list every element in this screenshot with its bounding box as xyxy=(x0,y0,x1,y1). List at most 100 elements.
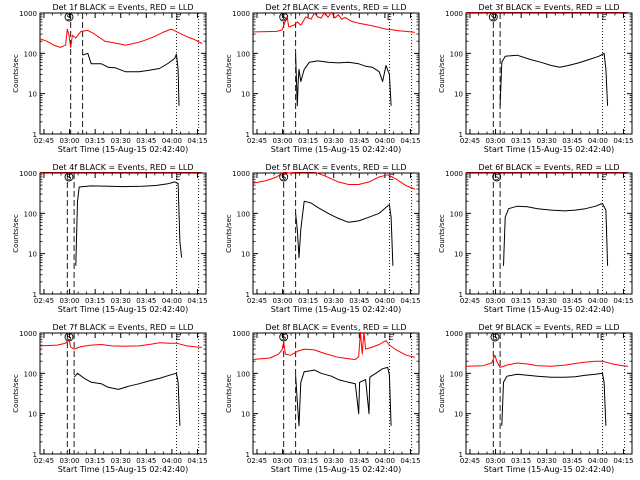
start-marker-circle xyxy=(64,12,74,22)
x-tick-label: 03:30 xyxy=(324,297,344,305)
series-line-lld xyxy=(40,28,203,48)
start-marker-circle xyxy=(492,172,502,182)
y-tick-label: 1 xyxy=(33,451,37,459)
plot-frame xyxy=(465,332,633,455)
start-marker-circle xyxy=(279,12,289,22)
x-axis-label: Start Time (15-Aug-15 02:42:40) xyxy=(271,465,402,474)
y-tick-label: 10 xyxy=(28,251,37,259)
y-axis-label: Counts/sec xyxy=(12,214,20,253)
x-tick-label: 03:00 xyxy=(485,297,505,305)
panel-title: Det 7f BLACK = Events, RED = LLD xyxy=(52,323,193,332)
start-marker-label: S xyxy=(491,13,496,22)
x-axis-label: Start Time (15-Aug-15 02:42:40) xyxy=(58,305,189,314)
y-tick-label: 1 xyxy=(459,291,463,299)
x-axis-label: Start Time (15-Aug-15 02:42:40) xyxy=(58,465,189,474)
series-line-events xyxy=(501,372,607,426)
plot-frame xyxy=(465,12,633,135)
y-axis-label: Counts/sec xyxy=(12,374,20,413)
x-tick-label: 03:00 xyxy=(485,137,505,145)
x-tick-label: 04:00 xyxy=(375,297,395,305)
start-marker-circle xyxy=(279,332,289,342)
x-tick-label: 03:00 xyxy=(59,297,79,305)
series-line-events xyxy=(73,372,181,426)
x-tick-label: 03:45 xyxy=(136,297,156,305)
x-axis-label: Start Time (15-Aug-15 02:42:40) xyxy=(271,145,402,154)
y-tick-label: 1 xyxy=(33,131,37,139)
y-axis-label: Counts/sec xyxy=(438,214,446,253)
x-tick-label: 02:45 xyxy=(460,297,480,305)
start-marker-label: S xyxy=(66,173,71,182)
y-tick-label: 10 xyxy=(241,411,250,419)
y-axis-label: Counts/sec xyxy=(225,214,233,253)
y-tick-label: 1 xyxy=(246,291,250,299)
y-tick-label: 1 xyxy=(459,131,463,139)
x-tick-label: 03:30 xyxy=(111,457,131,465)
y-tick-label: 100 xyxy=(450,370,463,378)
x-axis-label: Start Time (15-Aug-15 02:42:40) xyxy=(484,145,615,154)
end-marker-label: E xyxy=(602,13,607,22)
panel-det-5: Det 5f BLACK = Events, RED = LLD 1 10 100 10… xyxy=(225,163,421,314)
panel-title: Det 9f BLACK = Events, RED = LLD xyxy=(478,323,619,332)
series-group xyxy=(40,28,203,106)
x-tick-label: 04:15 xyxy=(400,457,420,465)
x-tick-label: 03:45 xyxy=(562,297,582,305)
end-marker-label: E xyxy=(176,173,181,182)
panel-det-1: Det 1f BLACK = Events, RED = LLD 1 10 100 10… xyxy=(12,3,208,154)
x-tick-label: 03:30 xyxy=(537,457,557,465)
series-line-lld xyxy=(40,338,203,350)
plot-frame xyxy=(252,332,420,455)
x-tick-label: 03:45 xyxy=(136,137,156,145)
panel-det-7: Det 7f BLACK = Events, RED = LLD 1 10 100 10… xyxy=(12,323,208,474)
x-axis-label: Start Time (15-Aug-15 02:42:40) xyxy=(484,305,615,314)
x-tick-label: 02:45 xyxy=(34,137,54,145)
series-group xyxy=(253,12,416,107)
y-axis-label: Counts/sec xyxy=(225,54,233,93)
x-tick-label: 02:45 xyxy=(247,297,267,305)
x-tick-label: 03:45 xyxy=(349,297,369,305)
y-tick-label: 100 xyxy=(24,50,37,58)
panel-title: Det 4f BLACK = Events, RED = LLD xyxy=(52,163,193,172)
x-tick-label: 04:15 xyxy=(187,297,207,305)
plot-frame xyxy=(252,172,420,295)
x-tick-label: 03:45 xyxy=(562,457,582,465)
x-tick-label: 02:45 xyxy=(247,137,267,145)
x-tick-label: 04:15 xyxy=(187,137,207,145)
start-marker-label: S xyxy=(66,13,71,22)
series-line-events xyxy=(295,366,392,427)
y-tick-label: 1000 xyxy=(445,170,463,178)
series-line-lld xyxy=(253,12,416,33)
y-tick-label: 100 xyxy=(237,50,250,58)
x-tick-label: 04:15 xyxy=(400,137,420,145)
y-tick-label: 1 xyxy=(33,291,37,299)
start-marker-label: S xyxy=(281,13,286,22)
series-group xyxy=(40,172,202,266)
start-marker-label: S xyxy=(494,173,499,182)
y-tick-label: 10 xyxy=(241,91,250,99)
panel-title: Det 2f BLACK = Events, RED = LLD xyxy=(265,3,406,12)
start-marker-label: S xyxy=(281,173,286,182)
x-tick-label: 04:00 xyxy=(375,457,395,465)
y-tick-label: 1 xyxy=(459,451,463,459)
panel-title: Det 1f BLACK = Events, RED = LLD xyxy=(52,3,193,12)
series-line-lld xyxy=(253,172,416,190)
x-tick-label: 03:30 xyxy=(111,137,131,145)
y-tick-label: 1000 xyxy=(232,10,250,18)
panel-det-8: Det 8f BLACK = Events, RED = LLD 1 10 100 10… xyxy=(225,323,421,474)
series-line-events xyxy=(499,52,609,106)
x-tick-label: 02:45 xyxy=(460,137,480,145)
y-tick-label: 100 xyxy=(24,210,37,218)
x-tick-label: 03:45 xyxy=(349,457,369,465)
series-group xyxy=(466,172,628,266)
series-line-events xyxy=(503,203,609,266)
x-tick-label: 02:45 xyxy=(34,297,54,305)
x-tick-label: 03:00 xyxy=(272,297,292,305)
panel-title: Det 6f BLACK = Events, RED = LLD xyxy=(478,163,619,172)
start-marker-label: S xyxy=(281,333,286,342)
x-tick-label: 03:15 xyxy=(511,297,531,305)
x-axis-label: Start Time (15-Aug-15 02:42:40) xyxy=(58,145,189,154)
y-tick-label: 1 xyxy=(246,131,250,139)
y-axis-label: Counts/sec xyxy=(438,374,446,413)
x-tick-label: 02:45 xyxy=(460,457,480,465)
x-tick-label: 03:00 xyxy=(272,457,292,465)
end-marker-label: E xyxy=(389,333,394,342)
